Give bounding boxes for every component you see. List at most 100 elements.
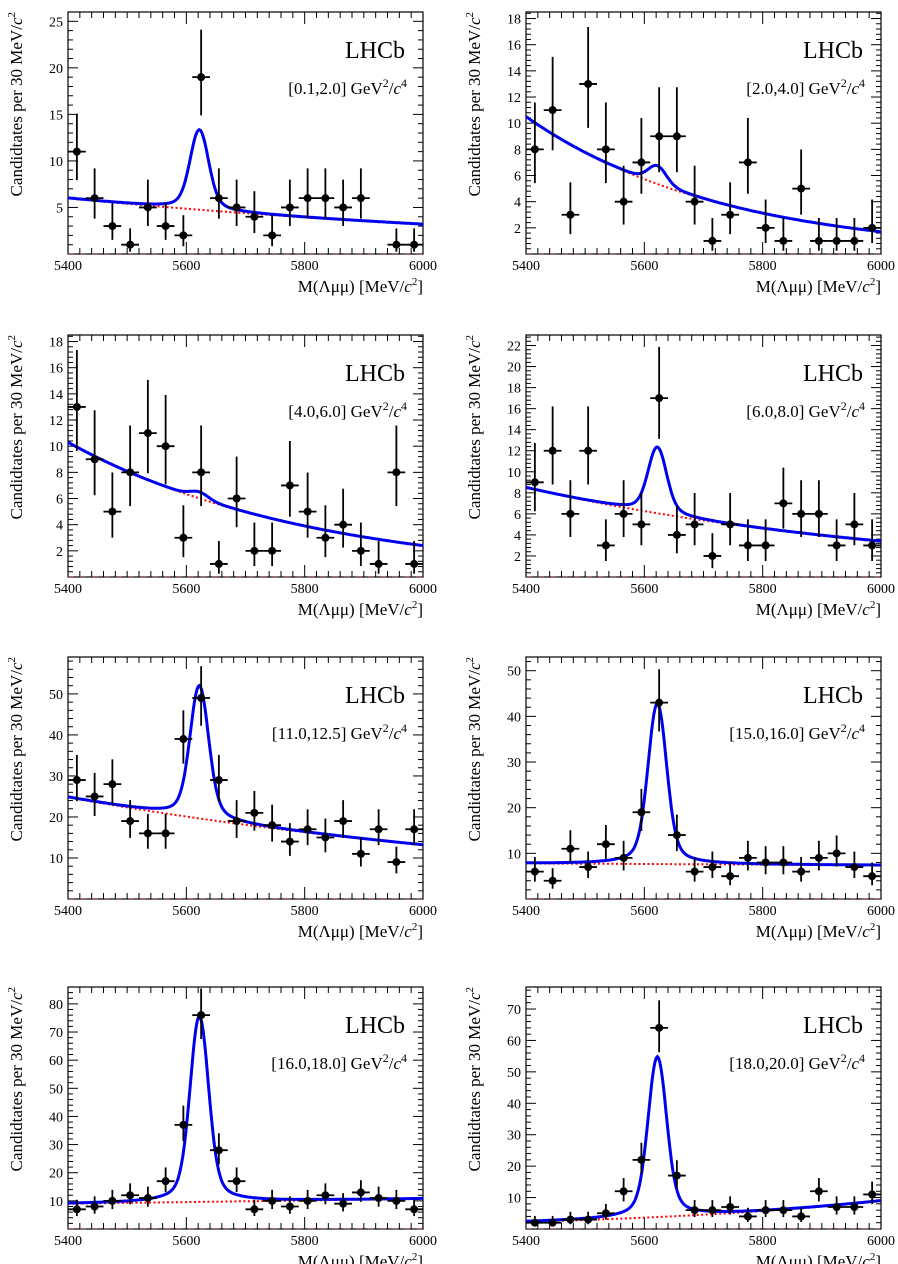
- y-tick-label: 50: [507, 1066, 521, 1081]
- y-tick-label: 20: [507, 802, 521, 817]
- data-point: [369, 809, 388, 846]
- data-point: [387, 1189, 406, 1210]
- data-point: [334, 488, 352, 548]
- data-point: [614, 480, 633, 538]
- total-fit-curve: [526, 700, 881, 867]
- data-point: [352, 522, 370, 567]
- data-point: [192, 29, 210, 116]
- data-point: [281, 1196, 299, 1214]
- data-point: [721, 182, 739, 235]
- data-point: [526, 1215, 544, 1227]
- x-tick-label: 5400: [54, 1234, 82, 1249]
- data-point: [668, 1160, 686, 1188]
- y-tick-label: 18: [507, 13, 521, 28]
- data-point: [863, 519, 881, 562]
- data-point: [85, 772, 104, 816]
- background-fit-curve: [525, 486, 882, 543]
- q2-bin-label: [18.0,20.0] GeV2/c4: [729, 1051, 865, 1073]
- x-tick-label: 5600: [630, 1234, 658, 1249]
- data-point: [845, 851, 864, 878]
- y-tick-label: 8: [56, 466, 63, 481]
- data-point: [756, 199, 775, 244]
- x-axis-title: M(Λμμ) [MeV/c2]: [298, 276, 423, 296]
- y-tick-label: 2: [56, 545, 63, 560]
- data-point: [369, 1186, 388, 1207]
- y-tick-label: 6: [514, 508, 521, 523]
- x-tick-label: 5600: [172, 582, 200, 597]
- data-point: [721, 862, 739, 886]
- data-point: [526, 102, 544, 184]
- data-point: [650, 87, 668, 173]
- x-axis-title: M(Λμμ) [MeV/c2]: [756, 276, 881, 296]
- x-tick-label: 5800: [291, 259, 319, 274]
- data-point: [139, 379, 157, 474]
- y-tick-label: 10: [49, 155, 63, 170]
- y-tick-label: 50: [49, 1082, 63, 1097]
- data-point: [543, 56, 562, 151]
- fit-panel-3: 2 4 6 8 10 12 14 16 18 5400 5600 5800 6000 M(Λμμ) [Me…: [6, 334, 437, 619]
- data-point: [298, 472, 317, 538]
- x-tick-label: 6000: [867, 582, 895, 597]
- x-tick-label: 5400: [54, 904, 82, 919]
- q2-bin-label: [4.0,6.0] GeV2/c4: [288, 399, 407, 421]
- data-point: [774, 1200, 793, 1218]
- data-point: [227, 800, 246, 838]
- data-point: [756, 519, 775, 562]
- y-tick-label: 60: [507, 1034, 521, 1049]
- data-point: [263, 215, 281, 247]
- q2-bin-label: [6.0,8.0] GeV2/c4: [746, 399, 865, 421]
- y-axis-title: Candidtates per 30 MeV/c2: [6, 335, 26, 519]
- data-point: [405, 809, 423, 846]
- data-point: [85, 410, 104, 496]
- experiment-label: LHCb: [803, 683, 863, 709]
- y-axis-title: Candidtates per 30 MeV/c2: [464, 335, 484, 519]
- data-point: [85, 1196, 104, 1214]
- y-tick-label: 25: [49, 15, 63, 30]
- x-tick-label: 6000: [867, 1234, 895, 1249]
- data-point: [85, 168, 104, 219]
- y-tick-label: 20: [49, 811, 63, 826]
- x-tick-label: 5800: [749, 1234, 777, 1249]
- y-tick-label: 16: [507, 39, 521, 54]
- x-axis-title: M(Λμμ) [MeV/c2]: [298, 1251, 423, 1264]
- data-point: [685, 856, 704, 882]
- x-tick-label: 5800: [749, 259, 777, 274]
- data-point: [614, 840, 633, 871]
- fit-panel-2: 2 4 6 8 10 12 14 16 18 5400 5600 5800 6000 M(Λμμ) [Me…: [464, 11, 895, 296]
- data-point: [561, 1211, 580, 1225]
- total-fit-curve: [67, 440, 424, 548]
- x-tick-label: 6000: [409, 1234, 437, 1249]
- data-point: [579, 26, 597, 128]
- data-point: [68, 754, 86, 802]
- data-point: [614, 1178, 633, 1202]
- y-tick-label: 14: [49, 388, 63, 403]
- y-tick-label: 16: [49, 362, 63, 377]
- data-point: [334, 800, 352, 838]
- x-tick-label: 5400: [512, 1234, 540, 1249]
- data-point: [863, 862, 881, 886]
- x-tick-label: 5400: [512, 582, 540, 597]
- data-point: [543, 1215, 562, 1227]
- data-point: [597, 519, 615, 562]
- x-axis-title: M(Λμμ) [MeV/c2]: [756, 921, 881, 941]
- data-point: [263, 522, 281, 567]
- y-tick-label: 20: [49, 62, 63, 77]
- y-axis-title: Candidtates per 30 MeV/c2: [6, 987, 26, 1171]
- y-tick-label: 10: [507, 847, 521, 862]
- fit-panel-8: 10 20 30 40 50 60 70 5400 5600 5800 6000 M(Λμμ) [Me…: [464, 986, 895, 1264]
- data-point: [756, 846, 775, 875]
- experiment-label: LHCb: [803, 1013, 863, 1039]
- fit-panel-4: 2 4 6 8 10 12 14 16 18 20 22 5400 5600 5800 6000 M(Λμμ)…: [464, 334, 895, 619]
- x-axis-title: M(Λμμ) [MeV/c2]: [756, 599, 881, 619]
- y-tick-label: 2: [514, 550, 521, 565]
- experiment-label: LHCb: [345, 361, 405, 387]
- data-point: [156, 395, 175, 485]
- data-point: [245, 191, 264, 234]
- data-point: [68, 113, 86, 181]
- experiment-label: LHCb: [345, 1013, 405, 1039]
- y-tick-label: 40: [49, 1110, 63, 1125]
- data-point: [387, 846, 406, 874]
- y-tick-label: 12: [49, 414, 63, 429]
- data-point: [263, 1189, 281, 1210]
